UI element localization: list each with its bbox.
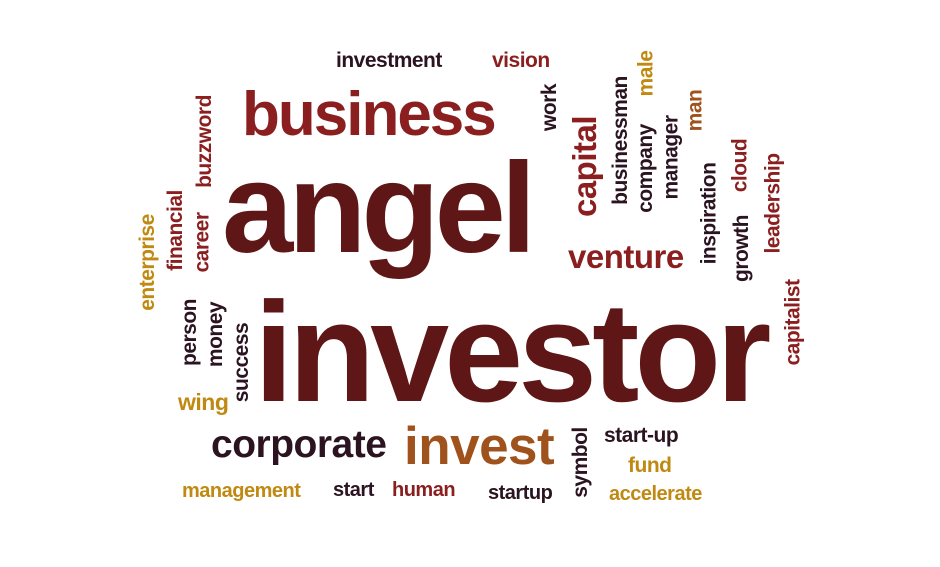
word-person: person	[177, 298, 201, 366]
word-management: management	[182, 480, 301, 502]
word-angel: angel	[222, 137, 536, 280]
word-start: start	[333, 479, 374, 501]
word-cloud: cloud	[728, 138, 752, 192]
word-fund: fund	[628, 454, 672, 477]
word-start-up: start-up	[604, 424, 679, 447]
word-company: company	[633, 123, 657, 213]
word-manager: manager	[659, 114, 683, 200]
word-vision: vision	[492, 49, 550, 72]
word-startup: startup	[488, 482, 553, 504]
word-investor: investor	[254, 273, 771, 432]
word-capitalist: capitalist	[781, 278, 805, 366]
word-career: career	[190, 211, 214, 273]
word-human: human	[392, 479, 456, 501]
word-leadership: leadership	[761, 152, 785, 254]
word-accelerate: accelerate	[609, 483, 702, 505]
word-man: man	[683, 89, 707, 131]
word-venture: venture	[568, 238, 684, 275]
word-success: success	[229, 322, 253, 402]
word-growth: growth	[729, 214, 753, 282]
word-inspiration: inspiration	[697, 162, 721, 264]
word-businessman: businessman	[608, 75, 632, 205]
word-investment: investment	[336, 49, 442, 72]
word-invest: invest	[404, 417, 555, 476]
word-capital: capital	[565, 115, 603, 217]
word-wing: wing	[178, 389, 229, 415]
word-male: male	[634, 50, 658, 96]
word-symbol: symbol	[568, 426, 592, 498]
word-corporate: corporate	[211, 423, 387, 466]
word-enterprise: enterprise	[135, 213, 159, 311]
word-work: work	[537, 83, 561, 131]
word-financial: financial	[163, 189, 187, 271]
word-buzzword: buzzword	[192, 94, 216, 188]
word-business: business	[242, 80, 497, 149]
word-money: money	[203, 301, 227, 367]
